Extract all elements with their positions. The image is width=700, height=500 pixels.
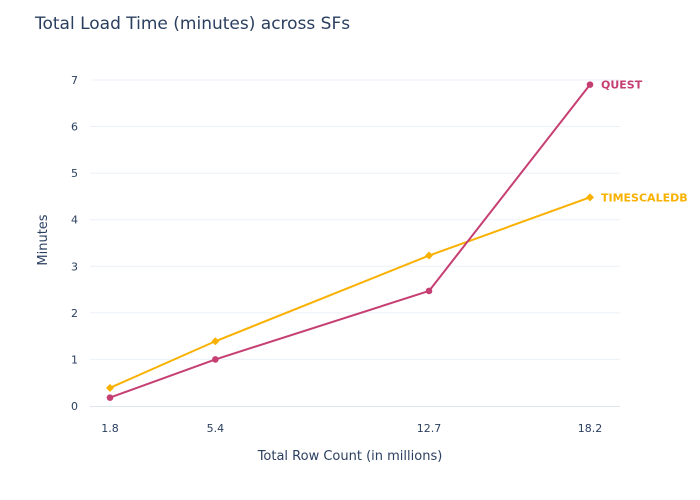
- y-tick-label: 3: [71, 260, 78, 273]
- y-tick-label: 1: [71, 353, 78, 366]
- y-tick-label: 4: [71, 214, 78, 227]
- y-axis-title: Minutes: [36, 214, 51, 265]
- data-point: [586, 193, 594, 202]
- series-timescaledb: TIMESCALEDB: [106, 191, 688, 392]
- data-point: [212, 356, 219, 363]
- gridlines: [90, 79, 620, 360]
- data-point: [211, 337, 220, 346]
- data-point: [106, 383, 114, 392]
- x-tick-label: 5.4: [207, 422, 225, 435]
- y-tick-label: 6: [71, 121, 78, 134]
- series: TIMESCALEDB QUEST: [106, 79, 688, 401]
- chart-title: Total Load Time (minutes) across SFs: [35, 14, 351, 34]
- data-point: [425, 287, 433, 295]
- axes: 0 1 2 3 4 5 6 7 1.8 5.4 12.7 18.2: [71, 74, 620, 435]
- y-tick-label: 7: [71, 74, 78, 87]
- y-tick-label: 2: [71, 307, 78, 320]
- x-tick-label: 18.2: [578, 422, 603, 435]
- data-point: [586, 81, 594, 88]
- series-line: [109, 84, 591, 399]
- y-tick-label: 5: [71, 167, 78, 180]
- series-label: TIMESCALEDB: [601, 191, 688, 204]
- series-line: [109, 196, 591, 389]
- x-tick-label: 12.7: [417, 422, 442, 435]
- x-tick-label: 1.8: [101, 422, 119, 435]
- y-tick-label: 0: [71, 400, 78, 413]
- data-point: [425, 251, 434, 260]
- series-label: QUEST: [601, 79, 643, 92]
- x-axis-title: Total Row Count (in millions): [257, 449, 443, 464]
- data-point: [106, 394, 114, 401]
- series-quest: QUEST: [106, 79, 643, 401]
